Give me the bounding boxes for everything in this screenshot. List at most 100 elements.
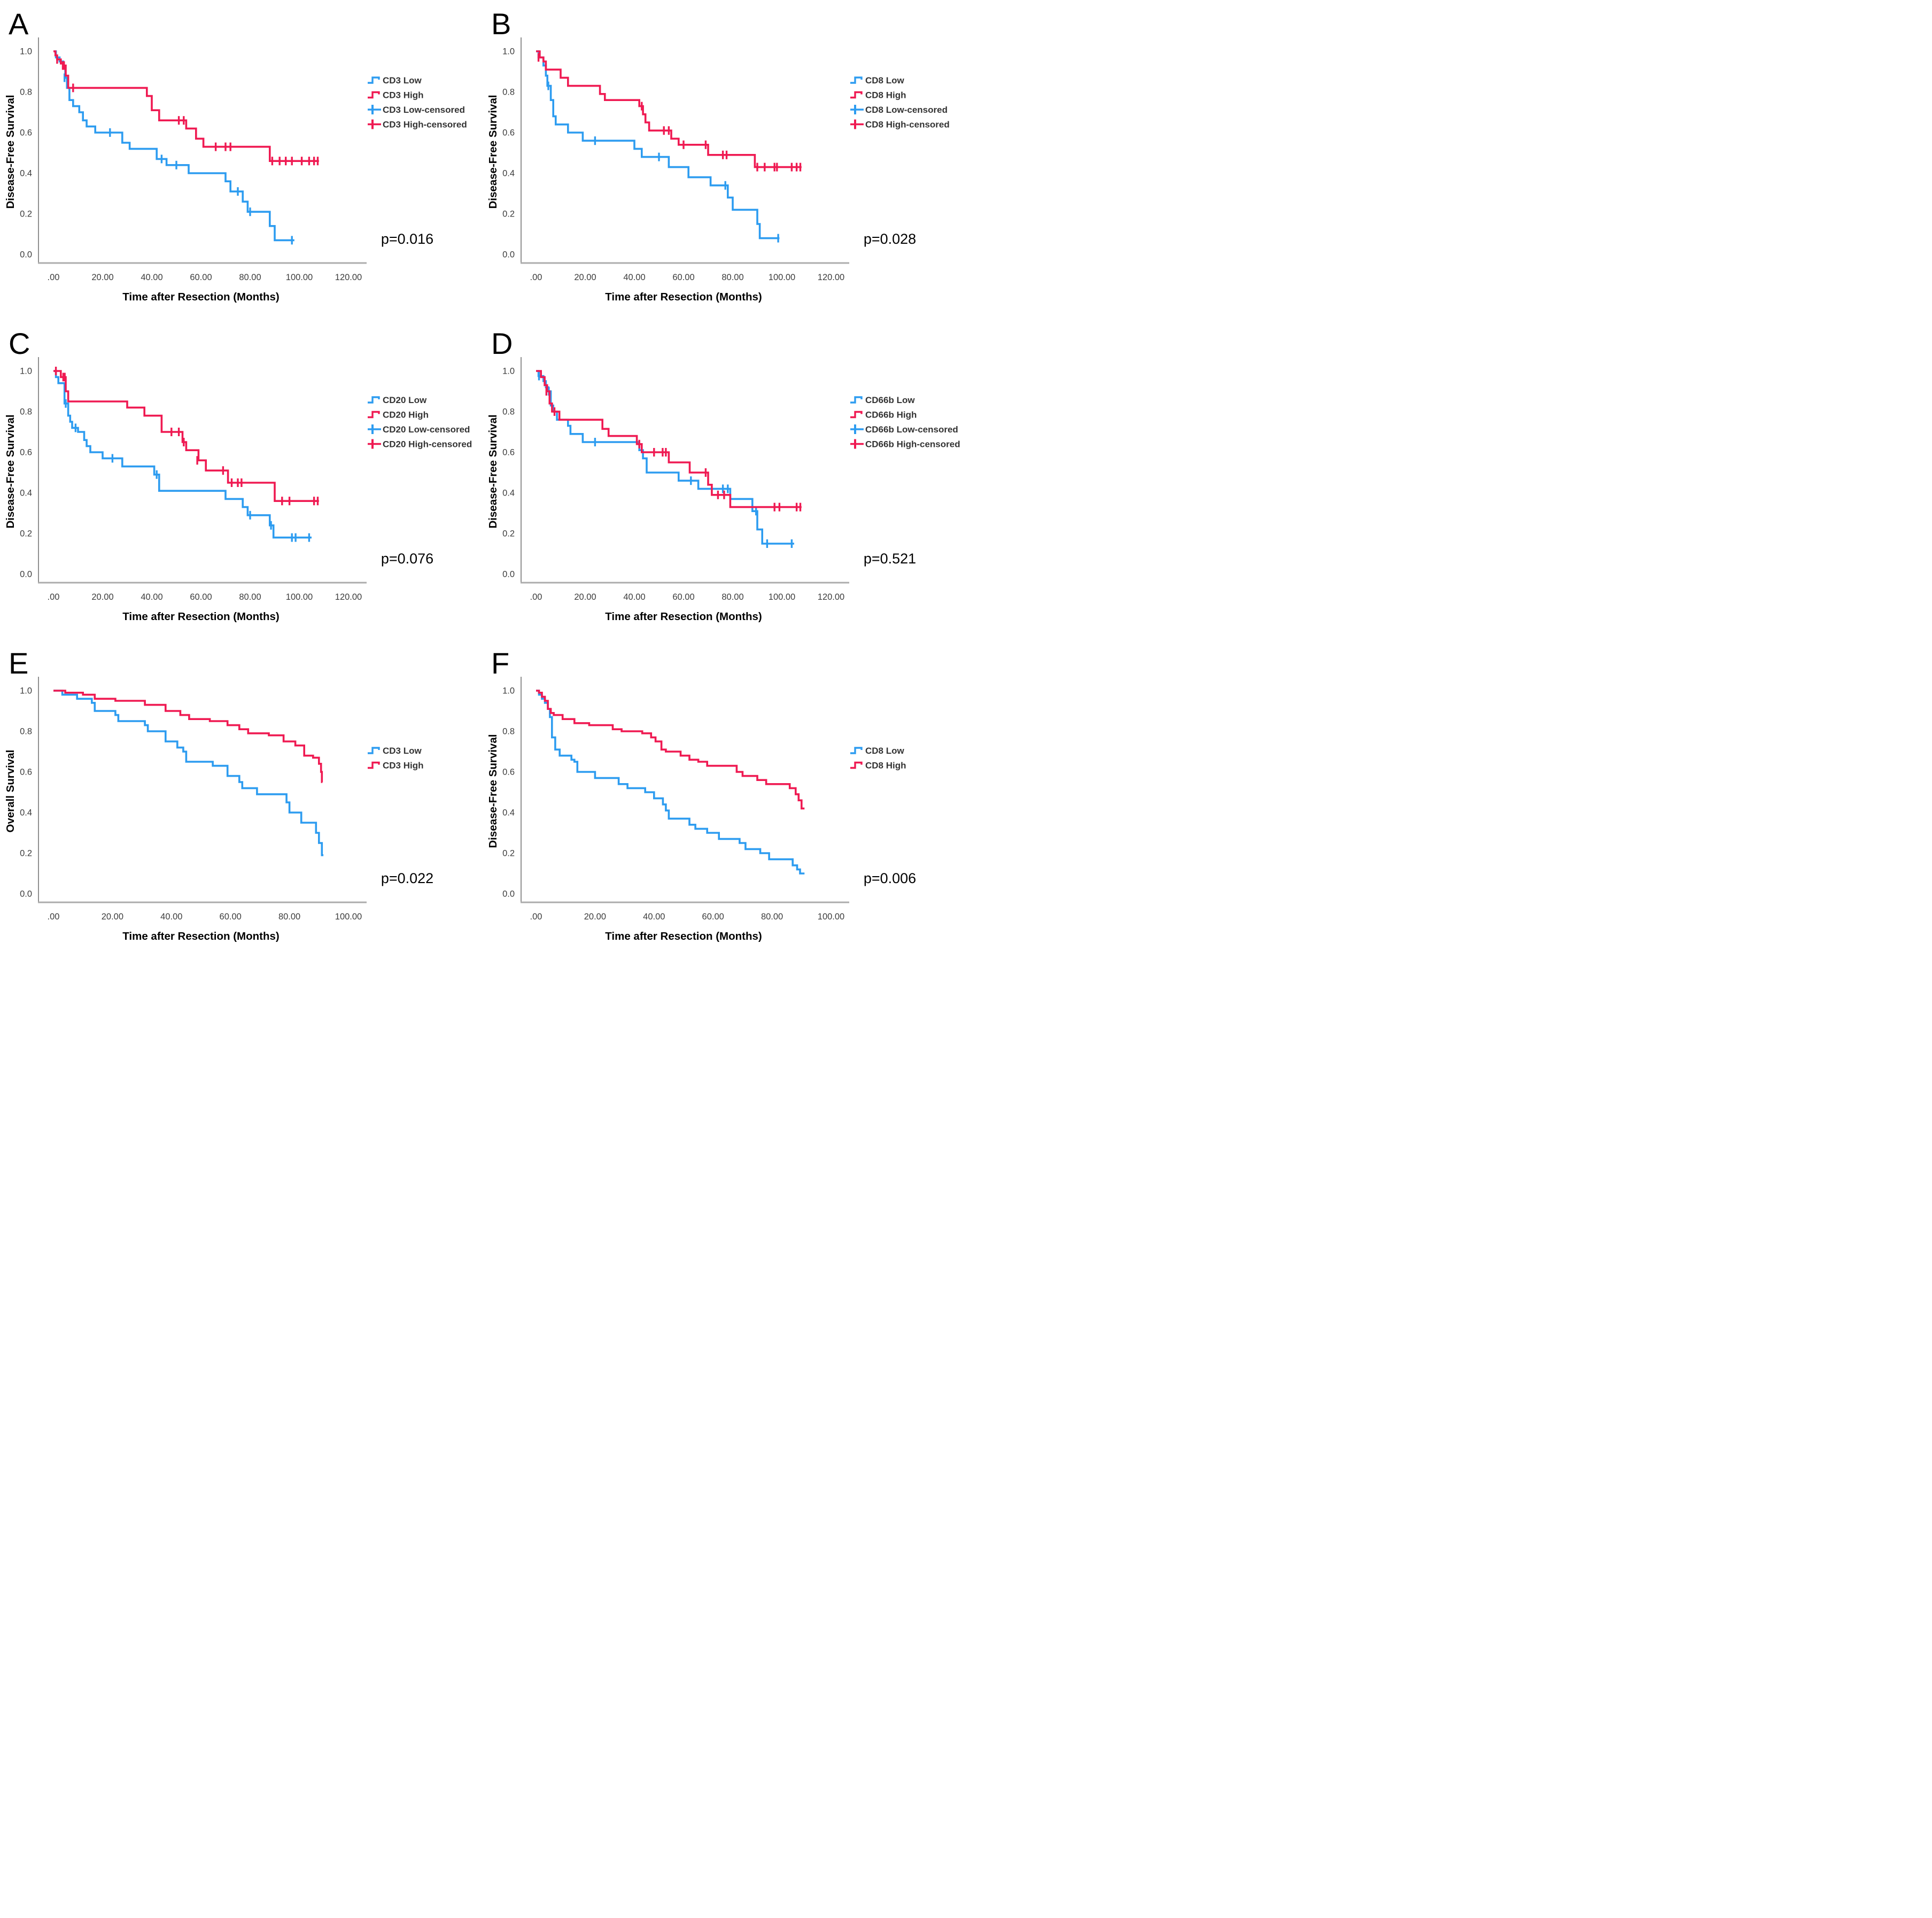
x-tick-label: 100.00 (286, 273, 313, 282)
y-tick-label: 1.0 (502, 367, 515, 376)
legend-label: CD8 High (865, 761, 906, 771)
legend-censor-plus-icon (850, 424, 864, 434)
step-glyph (850, 76, 863, 84)
y-tick-label: 0.6 (20, 128, 32, 138)
x-tick-label: 80.00 (761, 912, 783, 922)
legend: CD3 Low CD3 High CD3 Low-censored CD3 High-… (368, 75, 467, 130)
y-tick-label: 0.8 (502, 88, 515, 97)
x-axis-title: Time after Resection (Months) (122, 610, 280, 623)
step-glyph (368, 747, 380, 754)
legend: CD20 Low CD20 High CD20 Low-censored CD20 H… (368, 395, 472, 450)
panel-letter: E (9, 646, 28, 680)
y-axis-title: Disease-Free Survival (487, 95, 499, 208)
legend-label: CD8 Low (865, 746, 905, 756)
y-tick-label: 0.2 (20, 210, 32, 219)
x-tick-label: .00 (48, 273, 60, 282)
y-tick-label: 0.2 (20, 529, 32, 539)
panel-letter: F (491, 646, 509, 680)
legend-step-line-icon (850, 761, 863, 769)
panel-a-chart: A 1.0 0.8 0.6 0.4 0.2 0.0 .00 20.00 40.00 60.00 80.… (4, 7, 467, 303)
panel-letter: A (9, 7, 29, 41)
step-glyph (850, 761, 863, 769)
x-axis-title: Time after Resection (Months) (122, 291, 280, 303)
legend-label: CD20 Low-censored (383, 424, 470, 435)
step-glyph (368, 761, 380, 769)
x-tick-label: 20.00 (584, 912, 606, 922)
y-axis-title: Disease-Free Survival (4, 414, 17, 528)
legend-label: CD66b High-censored (865, 439, 960, 450)
y-axis-title: Disease-Free Survival (4, 95, 17, 208)
legend-censor-plus-icon (368, 105, 381, 114)
legend-step-line-icon (850, 76, 863, 84)
x-tick-label: 80.00 (239, 592, 261, 602)
km-curve-cd8-low (536, 690, 805, 875)
x-tick-label: 40.00 (643, 912, 665, 922)
legend-item: CD20 Low (368, 395, 427, 405)
panel-b: B 1.0 0.8 0.6 0.4 0.2 0.0 .00 20.00 40.00 60.00 80.… (483, 0, 965, 320)
legend-step-line-icon (368, 761, 380, 769)
legend-step-line-icon (368, 76, 380, 84)
censor-marks-cd20-high (55, 367, 319, 506)
legend-censor-plus-icon (850, 439, 864, 449)
x-tick-label: 120.00 (335, 273, 362, 282)
step-glyph (850, 396, 863, 404)
y-tick-label: 0.6 (20, 448, 32, 458)
km-curve-cd3-high (53, 50, 319, 162)
legend-step-line-icon (368, 747, 380, 754)
legend-label: CD20 Low (383, 395, 427, 405)
panel-d-chart: D 1.0 0.8 0.6 0.4 0.2 0.0 .00 20.00 40.00 60.00 80.… (487, 327, 960, 623)
x-tick-label: 100.00 (818, 912, 844, 922)
y-tick-label: 0.0 (502, 570, 515, 579)
legend-label: CD3 Low-censored (383, 105, 465, 115)
x-tick-label: 100.00 (769, 592, 795, 602)
y-tick-label: 1.0 (20, 367, 32, 376)
p-value: p=0.028 (864, 231, 916, 247)
y-tick-label: 0.4 (502, 489, 515, 498)
censor-marks-cd3-high (56, 55, 319, 166)
x-tick-label: .00 (530, 273, 542, 282)
p-value: p=0.022 (381, 870, 433, 886)
km-curve-cd3-low (53, 690, 324, 856)
legend-item: CD8 High-censored (850, 119, 950, 130)
legend-label: CD8 High (865, 90, 906, 100)
legend-step-line-icon (368, 91, 380, 99)
y-tick-label: 0.8 (20, 88, 32, 97)
censor-marks-cd66b-low (538, 372, 793, 548)
x-tick-label: 60.00 (190, 592, 212, 602)
y-tick-label: 0.2 (502, 849, 515, 859)
x-tick-label: 100.00 (769, 273, 795, 282)
censor-marks-cd20-low (65, 399, 311, 542)
legend-label: CD8 High-censored (865, 120, 950, 130)
x-tick-label: .00 (530, 912, 542, 922)
y-tick-label: 0.2 (502, 210, 515, 219)
legend-item: CD8 High (850, 90, 906, 100)
panel-e-chart: E 1.0 0.8 0.6 0.4 0.2 0.0 .00 20.00 40.00 60.00 80.… (4, 646, 433, 942)
p-value: p=0.006 (864, 870, 916, 886)
p-value: p=0.076 (381, 551, 433, 567)
y-tick-label: 0.2 (20, 849, 32, 859)
legend-censor-plus-icon (368, 439, 381, 449)
legend-step-line-icon (368, 396, 380, 404)
panel-f-chart: F 1.0 0.8 0.6 0.4 0.2 0.0 .00 20.00 40.00 60.00 80.… (487, 646, 916, 942)
x-tick-label: 40.00 (160, 912, 182, 922)
panel-letter: B (491, 7, 511, 41)
y-tick-label: 0.6 (502, 128, 515, 138)
km-curve-cd66b-high (536, 370, 802, 508)
legend-item: CD8 High (850, 761, 906, 771)
censor-marks-cd8-high (537, 53, 802, 172)
legend-label: CD3 High (383, 90, 424, 100)
x-tick-label: 60.00 (190, 273, 212, 282)
legend-step-line-icon (850, 396, 863, 404)
legend-item: CD66b High-censored (850, 439, 960, 450)
x-tick-label: 80.00 (239, 273, 261, 282)
x-tick-label: 20.00 (574, 273, 596, 282)
legend-label: CD20 High-censored (383, 439, 472, 450)
legend: CD66b Low CD66b High CD66b Low-censored CD6… (850, 395, 960, 450)
y-tick-label: 1.0 (502, 47, 515, 57)
legend-item: CD8 Low (850, 75, 905, 86)
x-tick-label: 100.00 (286, 592, 313, 602)
x-tick-label: .00 (48, 592, 60, 602)
legend-item: CD66b Low-censored (850, 424, 958, 435)
x-axis-title: Time after Resection (Months) (605, 291, 762, 303)
legend-item: CD3 Low (368, 75, 422, 86)
